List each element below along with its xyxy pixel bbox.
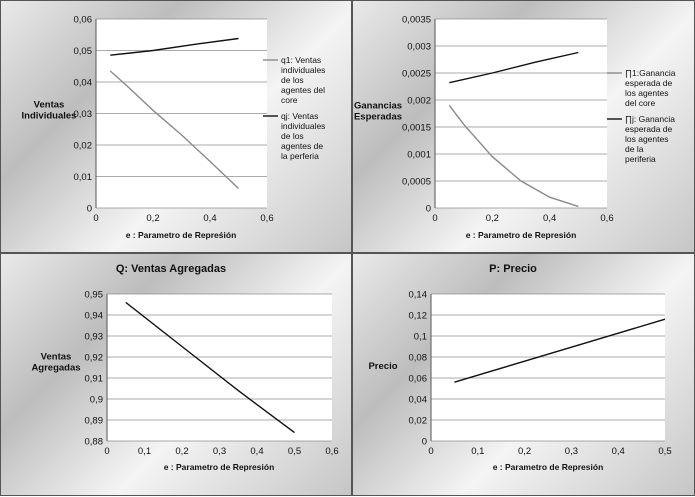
- y-tick-label: 0,02: [74, 141, 93, 152]
- x-tick-label: 0,6: [325, 446, 338, 457]
- legend-entry-0: esperada de: [625, 78, 673, 88]
- y-tick-label: 0,1: [414, 332, 427, 343]
- x-tick-label: 0,3: [565, 446, 578, 457]
- legend-entry-0: agentes del: [281, 85, 325, 95]
- legend-entry-1: los agentes: [625, 134, 668, 144]
- y-tick-label: 0,14: [409, 290, 428, 301]
- y-tick-label: 0: [422, 437, 427, 448]
- chart-panel-ventas-agregadas: 0,88 0,89 0,9 0,91 0,92 0,93 0,94 0,95 0 0,1 0,2 0,…: [0, 253, 352, 496]
- plot-area: [107, 294, 332, 441]
- y-tick-label: 0,01: [74, 172, 93, 183]
- y-tick-label: 0,06: [409, 374, 428, 385]
- chart-precio: 0 0,02 0,04 0,06 0,08 0,1 0,12 0,14 0 0,1 0,2 0,3 0,…: [353, 254, 695, 497]
- y-tick-label: 0,001: [407, 150, 431, 161]
- x-axis-label: e : Parametro de Represión: [466, 230, 577, 240]
- chart-title: Q: Ventas Agregadas: [116, 263, 226, 275]
- x-tick-label: 0,2: [518, 446, 531, 457]
- chart-ventas-individuales: 0 0,01 0,02 0,03 0,04 0,05 0,06 0 0,2 0,4 0,6 e : P…: [1, 1, 353, 254]
- x-tick-label: 0,4: [543, 213, 556, 224]
- y-tick-label: 0: [426, 204, 431, 215]
- legend-entry-0: los agentes: [625, 88, 668, 98]
- legend-entry-1: agentes de: [281, 141, 323, 151]
- y-tick-label: 0,003: [407, 42, 431, 53]
- y-tick-label: 0,94: [85, 311, 104, 322]
- x-tick-label: 0: [93, 213, 98, 224]
- y-tick-label: 0,93: [85, 332, 104, 343]
- plot-area: [435, 19, 607, 208]
- x-tick-label: 0,6: [260, 213, 273, 224]
- legend-entry-0: q1: Ventas: [281, 55, 321, 65]
- y-tick-label: 0,06: [74, 15, 93, 26]
- x-tick-label: 0,4: [203, 213, 216, 224]
- x-tick-label: 0,4: [250, 446, 263, 457]
- x-axis-label: e : Parametro de Represión: [493, 462, 604, 472]
- legend-entry-0: individuales: [281, 65, 325, 75]
- y-tick-label: 0,08: [409, 353, 428, 364]
- x-axis-label: e : Parametro de Represión: [164, 462, 275, 472]
- legend-entry-1: de los: [281, 131, 304, 141]
- y-axis-label: Ganancias: [354, 101, 402, 112]
- x-tick-label: 0,5: [658, 446, 671, 457]
- x-tick-label: 0,6: [600, 213, 613, 224]
- y-tick-label: 0,0025: [402, 69, 431, 80]
- y-tick-label: 0,0005: [402, 177, 431, 188]
- y-tick-label: 0,88: [85, 437, 104, 448]
- legend-entry-0: ∏1:Ganancia: [625, 68, 676, 78]
- chart-panel-ventas-individuales: 0 0,01 0,02 0,03 0,04 0,05 0,06 0 0,2 0,4 0,6 e : P…: [0, 0, 352, 253]
- y-axis-label: Esperadas: [354, 112, 402, 123]
- chart-ganancias-esperadas: 0 0,0005 0,001 0,0015 0,002 0,0025 0,003 0,0035…: [353, 1, 695, 254]
- x-tick-label: 0,2: [486, 213, 499, 224]
- y-tick-label: 0,95: [85, 290, 104, 301]
- legend-entry-1: periferia: [625, 154, 656, 164]
- legend-entry-1: ∏j: Ganancia: [625, 114, 675, 124]
- legend-entry-1: la perferia: [281, 151, 319, 161]
- chart-title: P: Precio: [489, 263, 537, 275]
- y-tick-label: 0,002: [407, 96, 431, 107]
- legend-entry-1: qj: Ventas: [281, 111, 318, 121]
- x-tick-label: 0,2: [175, 446, 188, 457]
- legend-entry-0: core: [281, 95, 298, 105]
- y-tick-label: 0,92: [85, 353, 104, 364]
- x-tick-label: 0: [104, 446, 109, 457]
- x-tick-label: 0,1: [471, 446, 484, 457]
- y-axis-label: Agregadas: [31, 363, 80, 374]
- x-tick-label: 0,5: [288, 446, 301, 457]
- legend-entry-0: del core: [625, 98, 656, 108]
- legend-entry-1: esperada de: [625, 124, 673, 134]
- y-tick-label: 0: [87, 204, 92, 215]
- y-axis-label: Individuales: [22, 111, 77, 122]
- x-tick-label: 0,4: [612, 446, 625, 457]
- y-axis-label: Precio: [368, 361, 397, 372]
- y-tick-label: 0,9: [90, 395, 103, 406]
- y-tick-label: 0,04: [74, 78, 93, 89]
- legend-entry-0: de los: [281, 75, 304, 85]
- y-tick-label: 0,05: [74, 46, 93, 57]
- y-tick-label: 0,0015: [402, 123, 431, 134]
- y-tick-label: 0,0035: [402, 15, 431, 26]
- legend-entry-1: individuales: [281, 121, 325, 131]
- legend-entry-1: de la: [625, 144, 644, 154]
- x-tick-label: 0,1: [138, 446, 151, 457]
- y-tick-label: 0,91: [85, 374, 104, 385]
- chart-panel-precio: 0 0,02 0,04 0,06 0,08 0,1 0,12 0,14 0 0,1 0,2 0,3 0,…: [352, 253, 695, 496]
- chart-ventas-agregadas: 0,88 0,89 0,9 0,91 0,92 0,93 0,94 0,95 0 0,1 0,2 0,…: [1, 254, 353, 497]
- x-tick-label: 0: [432, 213, 437, 224]
- y-tick-label: 0,89: [85, 416, 104, 427]
- plot-area: [431, 294, 665, 441]
- y-axis-label: Ventas: [34, 100, 65, 111]
- y-axis-label: Ventas: [41, 352, 72, 363]
- chart-panel-ganancias-esperadas: 0 0,0005 0,001 0,0015 0,002 0,0025 0,003 0,0035…: [352, 0, 695, 253]
- x-tick-label: 0: [428, 446, 433, 457]
- x-tick-label: 0,3: [213, 446, 226, 457]
- y-tick-label: 0,04: [409, 395, 428, 406]
- x-tick-label: 0,2: [146, 213, 159, 224]
- y-tick-label: 0,12: [409, 311, 428, 322]
- y-tick-label: 0,02: [409, 416, 428, 427]
- x-axis-label: e : Parametro de Repreśión: [126, 230, 237, 240]
